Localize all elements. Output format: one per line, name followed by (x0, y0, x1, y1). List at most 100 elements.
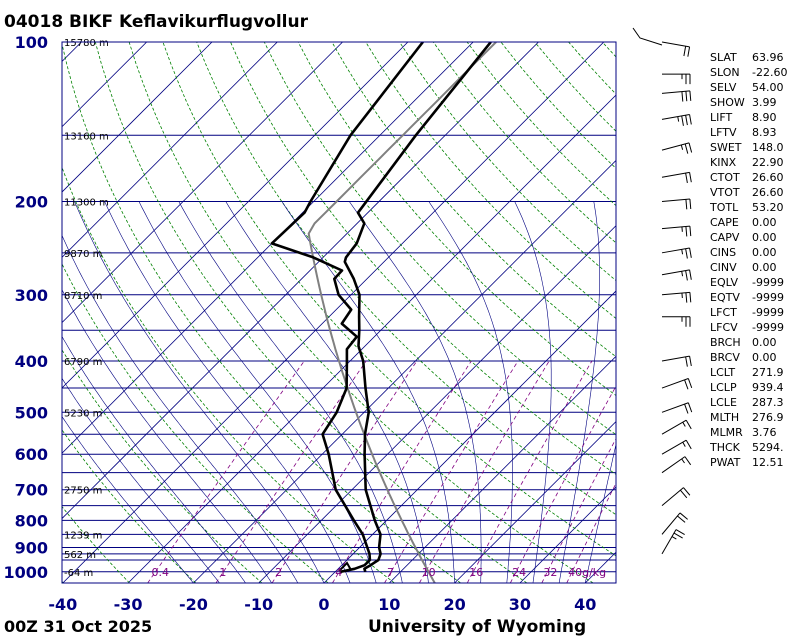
height-label: 562 m (64, 550, 96, 561)
pressure-label: 800 (15, 511, 48, 530)
barb-flag (689, 114, 692, 125)
barb-staff (661, 419, 687, 435)
index-value: 8.93 (752, 126, 777, 139)
index-value: 0.00 (752, 231, 777, 244)
moist-adiabat (225, 201, 429, 583)
index-row: PWAT 12.51 (710, 455, 787, 470)
index-row: VTOT 26.60 (710, 185, 787, 200)
barb-flag (685, 270, 688, 281)
wind-barbs (661, 41, 693, 555)
height-label: 11300 m (64, 197, 109, 208)
barb-staff (661, 90, 690, 94)
wind-barb (661, 487, 691, 506)
moist-adiabat (104, 201, 351, 583)
dry-adiabat (62, 505, 130, 583)
moist-adiabat (62, 416, 194, 583)
barb-flag (689, 247, 692, 258)
pressure-label: 700 (15, 481, 48, 500)
barb-flag (689, 198, 692, 210)
barb-staff (661, 456, 686, 474)
barb-half-flag (681, 458, 685, 464)
barb-flag (681, 91, 684, 102)
mixing-ratio-line (509, 385, 616, 583)
index-value: 287.3 (752, 396, 784, 409)
wind-barb (661, 529, 685, 555)
index-value: -9999 (752, 321, 784, 334)
chart-title: 04018 BIKF Keflavikurflugvollur (4, 12, 308, 32)
index-row: THCK 5294. (710, 440, 787, 455)
isotherm (193, 159, 616, 583)
pressure-label: 100 (15, 33, 48, 52)
background-lines (0, 42, 616, 583)
index-key: CAPE (710, 216, 739, 229)
isotherm (62, 42, 409, 389)
mixing-ratio-label: 4 (335, 566, 342, 579)
index-value: 22.90 (752, 156, 784, 169)
index-row: SLAT 63.96 (710, 50, 787, 65)
temperature-tick-label: 30 (509, 595, 531, 614)
index-row: CINV 0.00 (710, 260, 787, 275)
isotherm (62, 42, 474, 454)
index-value: -9999 (752, 291, 784, 304)
index-value: 26.60 (752, 186, 784, 199)
moist-adiabat (514, 201, 552, 583)
index-key: EQLV (710, 276, 739, 289)
dry-adiabat (331, 42, 616, 358)
wind-barb (661, 291, 692, 303)
wind-barb (661, 402, 693, 414)
moist-adiabat (558, 201, 600, 583)
barb-flag (685, 248, 688, 259)
height-label: -64 m (64, 568, 93, 579)
index-key: LCLE (710, 396, 737, 409)
wind-barb (661, 247, 692, 259)
temperature-tick-label: -30 (114, 595, 143, 614)
isotherm (0, 42, 16, 583)
index-row: CAPE 0.00 (710, 215, 787, 230)
barb-half-flag (681, 271, 684, 277)
index-value: -9999 (752, 306, 784, 319)
index-value: 0.00 (752, 336, 777, 349)
index-key: CINS (710, 246, 737, 259)
temperature-tick-label: -20 (179, 595, 208, 614)
index-value: 271.9 (752, 366, 784, 379)
index-row: SHOW 3.99 (710, 95, 787, 110)
mixing-ratio-label: 40g/kg (568, 566, 606, 579)
index-row: MLTH 276.9 (710, 410, 787, 425)
mixing-ratio-label: 10 (422, 566, 436, 579)
moist-adiabat (178, 201, 403, 583)
index-value: 276.9 (752, 411, 784, 424)
index-key: SLON (710, 66, 740, 79)
plot-frame (61, 41, 617, 584)
index-value: 148.0 (752, 141, 784, 154)
pressure-label: 500 (15, 403, 48, 422)
index-value: 3.76 (752, 426, 777, 439)
temperature-trace (343, 42, 492, 573)
hodograph-trace (632, 27, 663, 46)
mixing-ratio-line (271, 360, 418, 583)
isotherm (519, 486, 616, 583)
index-row: LCLE 287.3 (710, 395, 787, 410)
dry-adiabat (94, 42, 528, 583)
barb-flag (685, 356, 688, 367)
mixing-ratio-line (384, 360, 519, 583)
index-value: 0.00 (752, 351, 777, 364)
barb-half-flag (680, 144, 684, 150)
mixing-ratio-line (215, 360, 367, 583)
index-row: KINX 22.90 (710, 155, 787, 170)
height-label: 1239 m (64, 530, 102, 541)
isotherm (62, 42, 82, 62)
barb-flag (685, 419, 692, 430)
barb-staff (661, 269, 690, 276)
index-row: BRCV 0.00 (710, 350, 787, 365)
index-key: LFCV (710, 321, 738, 334)
barb-staff (661, 355, 690, 362)
barb-flag (689, 269, 692, 280)
index-row: SWET 148.0 (710, 140, 787, 155)
index-row: TOTL 53.20 (710, 200, 787, 215)
barb-flag (679, 512, 688, 520)
index-row: CTOT 26.60 (710, 170, 787, 185)
barb-flag (685, 172, 688, 184)
barb-flag (685, 292, 688, 303)
temperature-tick-label: 40 (574, 595, 596, 614)
wind-barb (661, 439, 692, 455)
